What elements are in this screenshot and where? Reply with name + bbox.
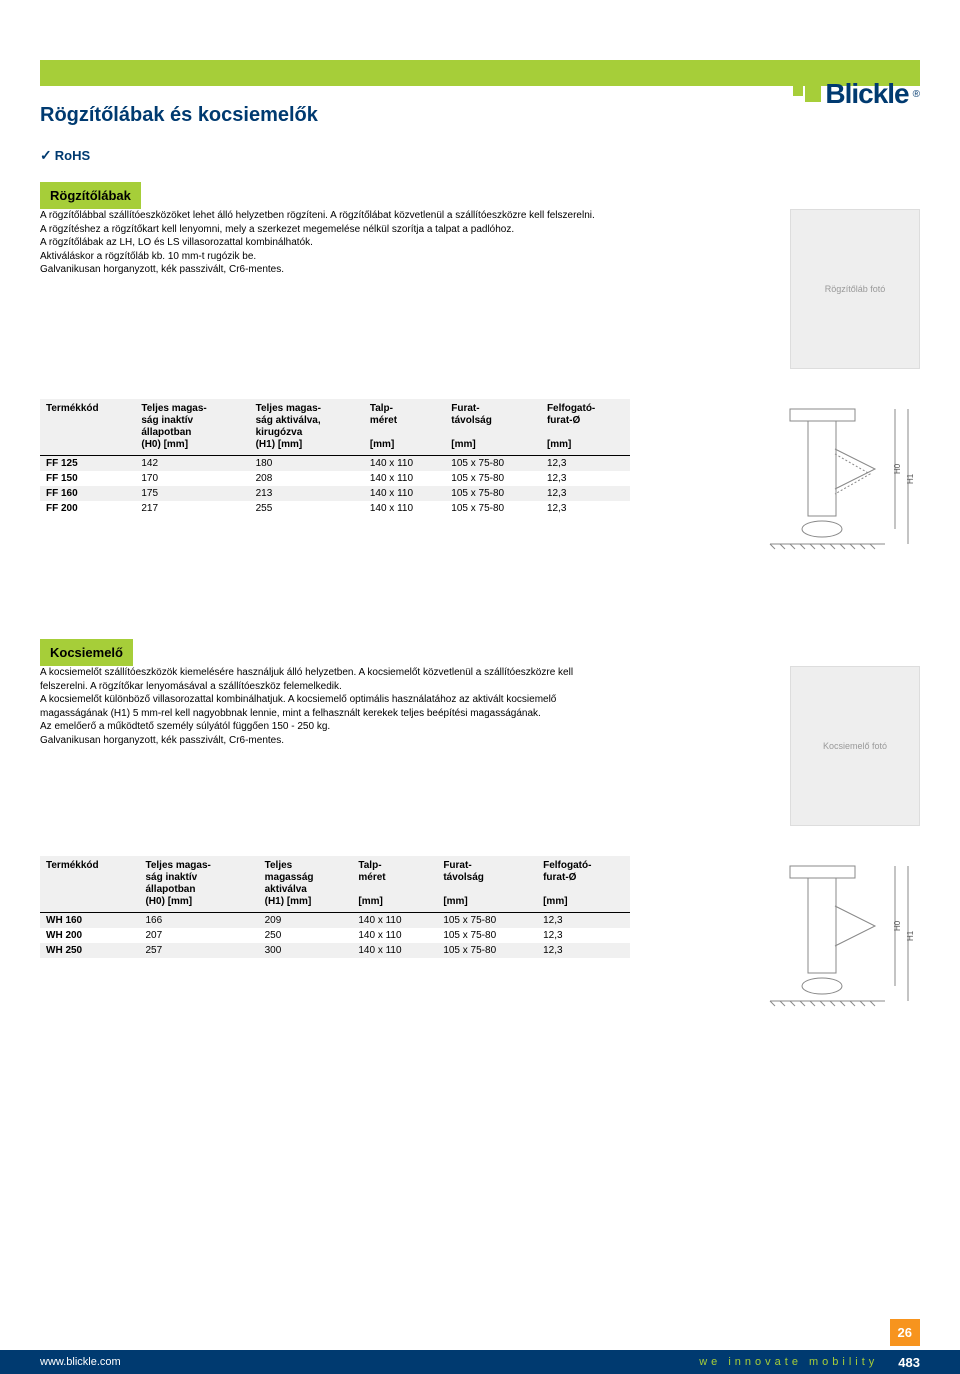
table-cell: 105 x 75-80	[437, 928, 537, 943]
table-cell: 105 x 75-80	[445, 456, 541, 472]
table-cell: 250	[259, 928, 353, 943]
t2-h-plate: Talp-méret[mm]	[352, 856, 437, 913]
section2-desc-l1: A kocsiemelőt szállítóeszközök kiemelésé…	[40, 666, 600, 693]
table-cell: FF 160	[40, 486, 135, 501]
brand-reg: ®	[913, 89, 920, 100]
svg-text:H1: H1	[906, 473, 915, 484]
logo-mark-icon	[793, 86, 821, 102]
section1-desc-l4: Galvanikusan horganyzott, kék passzivált…	[40, 263, 600, 277]
section2-tab: Kocsiemelő	[40, 639, 133, 666]
footer-slogan: we innovate mobility	[699, 1356, 878, 1368]
table1: Termékkód Teljes magas-ság inaktívállapo…	[40, 399, 630, 516]
table-cell: 12,3	[537, 928, 630, 943]
table-cell: 140 x 110	[352, 928, 437, 943]
t1-h-plate: Talp-méret[mm]	[364, 399, 445, 456]
table-cell: WH 200	[40, 928, 139, 943]
t2-h-bolt: Furat-távolság[mm]	[437, 856, 537, 913]
table-cell: FF 150	[40, 471, 135, 486]
table-cell: 12,3	[541, 501, 630, 516]
table-cell: 105 x 75-80	[445, 471, 541, 486]
page-number: 483	[898, 1355, 920, 1370]
table-cell: FF 200	[40, 501, 135, 516]
table-cell: 105 x 75-80	[445, 501, 541, 516]
table-row: FF 125142180140 x 110105 x 75-8012,3	[40, 456, 630, 472]
section1-tab: Rögzítőlábak	[40, 182, 141, 209]
table-cell: 105 x 75-80	[437, 943, 537, 958]
t1-h-h1: Teljes magas-ság aktiválva,kirugózva(H1)…	[250, 399, 364, 456]
rohs-badge: ✓ RoHS	[40, 147, 920, 164]
table-cell: 140 x 110	[352, 913, 437, 929]
table-cell: 175	[135, 486, 249, 501]
section1-desc-l2: A rögzítőlábak az LH, LO és LS villasoro…	[40, 236, 600, 250]
table-cell: 12,3	[541, 456, 630, 472]
table-cell: 217	[135, 501, 249, 516]
table-cell: 166	[139, 913, 258, 929]
table-cell: 105 x 75-80	[437, 913, 537, 929]
t2-h-h0: Teljes magas-ság inaktívállapotban(H0) […	[139, 856, 258, 913]
rohs-label: RoHS	[55, 148, 90, 163]
table-row: WH 200207250140 x 110105 x 75-8012,3	[40, 928, 630, 943]
t1-h-bolt: Furat-távolság[mm]	[445, 399, 541, 456]
table-cell: 140 x 110	[364, 471, 445, 486]
table-cell: 140 x 110	[352, 943, 437, 958]
svg-text:H0: H0	[893, 920, 902, 931]
page-title: Rögzítőlábak és kocsiemelők	[40, 104, 920, 127]
table-row: WH 250257300140 x 110105 x 75-8012,3	[40, 943, 630, 958]
table-cell: 142	[135, 456, 249, 472]
section2-desc-l3: Az emelőerő a működtető személy súlyától…	[40, 720, 600, 734]
table-row: FF 150170208140 x 110105 x 75-8012,3	[40, 471, 630, 486]
table-cell: 255	[250, 501, 364, 516]
header-bar	[40, 60, 920, 86]
t2-h-h1: Teljesmagasságaktiválva(H1) [mm]	[259, 856, 353, 913]
t1-h-h0: Teljes magas-ság inaktívállapotban(H0) […	[135, 399, 249, 456]
table-cell: 213	[250, 486, 364, 501]
table-cell: 208	[250, 471, 364, 486]
table-cell: 209	[259, 913, 353, 929]
t1-h-hole: Felfogató-furat-Ø[mm]	[541, 399, 630, 456]
t1-h-code: Termékkód	[40, 399, 135, 456]
section1-desc-l3: Aktiváláskor a rögzítőláb kb. 10 mm-t ru…	[40, 250, 600, 264]
footer-url: www.blickle.com	[40, 1356, 121, 1368]
table-row: FF 200217255140 x 110105 x 75-8012,3	[40, 501, 630, 516]
table-cell: 140 x 110	[364, 486, 445, 501]
section2-desc-l2: A kocsiemelőt különböző villasorozattal …	[40, 693, 600, 720]
section2-diagram: H0 H1	[740, 856, 920, 1026]
table-cell: 180	[250, 456, 364, 472]
section2-desc-l4: Galvanikusan horganyzott, kék passzivált…	[40, 734, 600, 748]
section2-desc: A kocsiemelőt szállítóeszközök kiemelésé…	[40, 666, 600, 747]
table-cell: WH 250	[40, 943, 139, 958]
brand-logo: Blickle ®	[793, 78, 920, 110]
table-cell: 12,3	[541, 486, 630, 501]
table2: Termékkód Teljes magas-ság inaktívállapo…	[40, 856, 630, 958]
table-cell: 300	[259, 943, 353, 958]
table-cell: 207	[139, 928, 258, 943]
t2-h-code: Termékkód	[40, 856, 139, 913]
footer: 26 www.blickle.com we innovate mobility …	[0, 1350, 960, 1374]
section1-desc-l1: A rögzítőlábbal szállítóeszközöket lehet…	[40, 209, 600, 236]
table-row: FF 160175213140 x 110105 x 75-8012,3	[40, 486, 630, 501]
svg-text:H1: H1	[906, 930, 915, 941]
table-cell: 140 x 110	[364, 501, 445, 516]
table-cell: FF 125	[40, 456, 135, 472]
section2-photo: Kocsiemelő fotó	[790, 666, 920, 826]
table-cell: 140 x 110	[364, 456, 445, 472]
brand-name: Blickle	[825, 78, 908, 110]
section1-diagram: H0 H1	[740, 399, 920, 569]
chapter-tab: 26	[890, 1319, 920, 1346]
table-cell: WH 160	[40, 913, 139, 929]
table-cell: 12,3	[541, 471, 630, 486]
table-cell: 12,3	[537, 943, 630, 958]
section1-photo: Rögzítőláb fotó	[790, 209, 920, 369]
check-icon: ✓	[40, 147, 52, 164]
table-cell: 12,3	[537, 913, 630, 929]
table-cell: 170	[135, 471, 249, 486]
svg-text:H0: H0	[893, 463, 902, 474]
section1-desc: A rögzítőlábbal szállítóeszközöket lehet…	[40, 209, 600, 277]
table-cell: 105 x 75-80	[445, 486, 541, 501]
table-row: WH 160166209140 x 110105 x 75-8012,3	[40, 913, 630, 929]
table-cell: 257	[139, 943, 258, 958]
t2-h-hole: Felfogató-furat-Ø[mm]	[537, 856, 630, 913]
